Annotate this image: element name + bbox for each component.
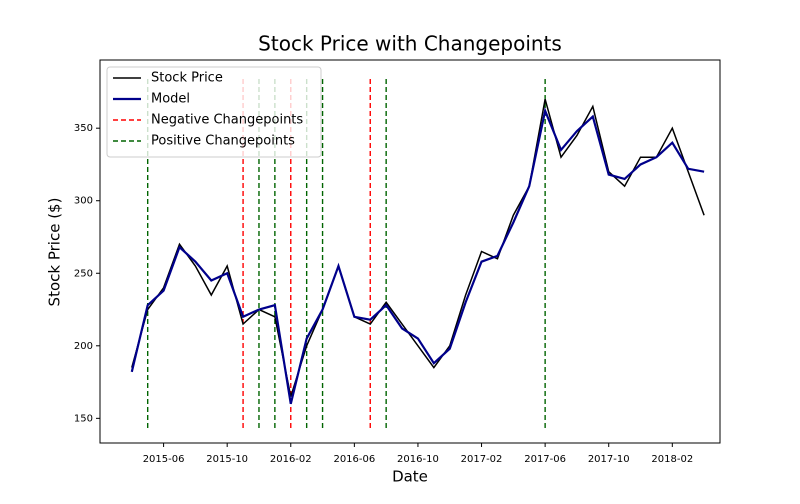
series-line [130, 107, 705, 405]
legend-label: Negative Changepoints [151, 113, 303, 128]
x-axis-label: Date [392, 468, 428, 486]
x-tick-label: 2018-02 [651, 454, 693, 465]
y-tick-label: 150 [74, 413, 93, 424]
x-tick-label: 2015-10 [206, 454, 248, 465]
x-tick-label: 2017-02 [461, 454, 503, 465]
y-axis-label: Stock Price ($) [46, 198, 64, 307]
chart-title: Stock Price with Changepoints [258, 32, 562, 56]
x-tick-label: 2016-02 [270, 454, 312, 465]
y-tick-label: 200 [74, 341, 93, 352]
x-tick-label: 2017-06 [524, 454, 566, 465]
legend-label: Model [151, 92, 190, 107]
x-tick-label: 2016-06 [333, 454, 375, 465]
x-tick-label: 2015-06 [143, 454, 185, 465]
plot-frame [99, 59, 721, 444]
legend-label: Stock Price [151, 71, 223, 86]
legend-box [106, 66, 322, 158]
y-tick-label: 300 [74, 196, 93, 207]
x-tick-label: 2016-10 [397, 454, 439, 465]
y-tick-label: 350 [74, 123, 93, 134]
legend-label: Positive Changepoints [151, 134, 295, 149]
y-tick-label: 250 [74, 268, 93, 279]
x-tick-label: 2017-10 [588, 454, 630, 465]
